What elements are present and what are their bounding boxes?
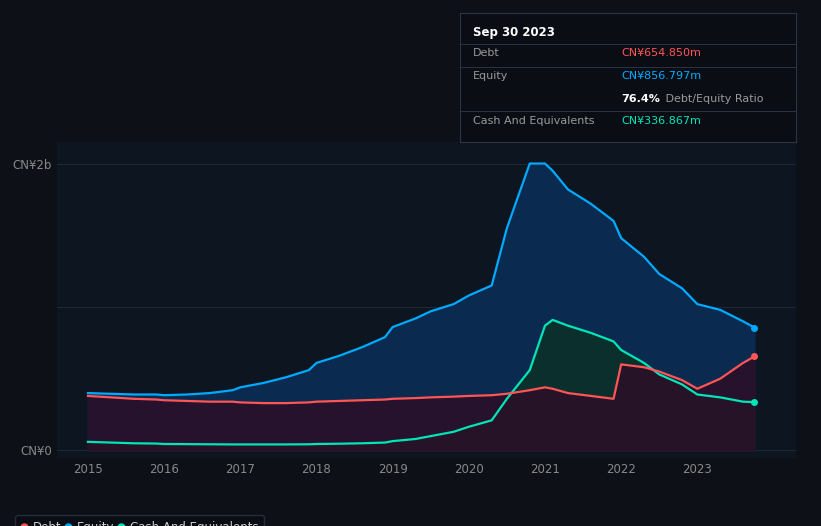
Text: Equity: Equity — [473, 71, 508, 81]
Text: Debt/Equity Ratio: Debt/Equity Ratio — [662, 94, 764, 104]
Legend: Debt, Equity, Cash And Equivalents: Debt, Equity, Cash And Equivalents — [16, 515, 264, 526]
Text: Cash And Equivalents: Cash And Equivalents — [473, 116, 594, 126]
Text: Sep 30 2023: Sep 30 2023 — [473, 26, 555, 39]
Text: CN¥654.850m: CN¥654.850m — [621, 48, 701, 58]
Text: Debt: Debt — [473, 48, 500, 58]
Text: CN¥336.867m: CN¥336.867m — [621, 116, 701, 126]
Text: 76.4%: 76.4% — [621, 94, 660, 104]
Text: CN¥856.797m: CN¥856.797m — [621, 71, 701, 81]
